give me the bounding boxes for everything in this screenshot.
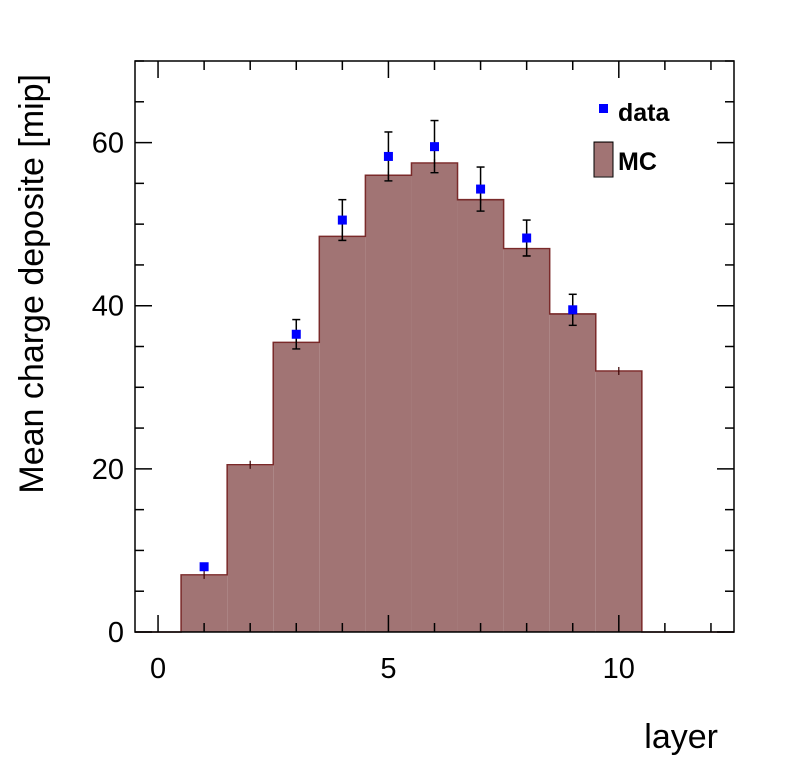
mc-bar-4	[319, 236, 366, 632]
mc-bar-3	[273, 342, 320, 632]
data-point-7	[476, 184, 486, 194]
mc-histogram	[135, 158, 734, 633]
legend-mc-swatch	[593, 141, 614, 178]
y-tick-label-40: 40	[92, 291, 124, 323]
y-axis-title: Mean charge deposite [mip]	[13, 74, 51, 494]
y-tick-label-20: 20	[92, 454, 124, 486]
data-point-3	[291, 329, 301, 339]
data-point-1	[199, 562, 209, 572]
mc-bar-7	[457, 199, 504, 632]
y-tick-label-60: 60	[92, 128, 124, 160]
x-tick-label-0: 0	[150, 653, 166, 685]
data-point-5	[383, 151, 393, 161]
legend-data-marker	[599, 104, 608, 113]
legend: data MC	[593, 99, 671, 178]
axis-tick-labels: 0 5 10 0 20 40 60	[92, 128, 635, 685]
mc-bar-1	[181, 574, 228, 632]
x-tick-label-5: 5	[380, 653, 396, 685]
mc-bar-9	[549, 313, 596, 632]
mc-bar-10	[595, 370, 642, 632]
data-series	[199, 119, 578, 572]
axis-ticks	[135, 60, 734, 633]
data-point-6	[430, 142, 439, 152]
mc-bar-5	[365, 175, 412, 632]
y-tick-label-0: 0	[108, 617, 124, 649]
mc-bar-6	[411, 162, 458, 632]
legend-data-label: data	[618, 99, 671, 127]
x-tick-label-10: 10	[603, 653, 635, 685]
x-axis-title: layer	[644, 718, 718, 756]
mc-bar-2	[227, 464, 274, 632]
data-point-9	[568, 305, 578, 315]
mc-outline	[135, 162, 734, 633]
legend-mc-label: MC	[618, 148, 657, 176]
data-point-4	[337, 215, 347, 225]
data-point-8	[522, 233, 532, 243]
mc-bar-8	[503, 248, 550, 632]
